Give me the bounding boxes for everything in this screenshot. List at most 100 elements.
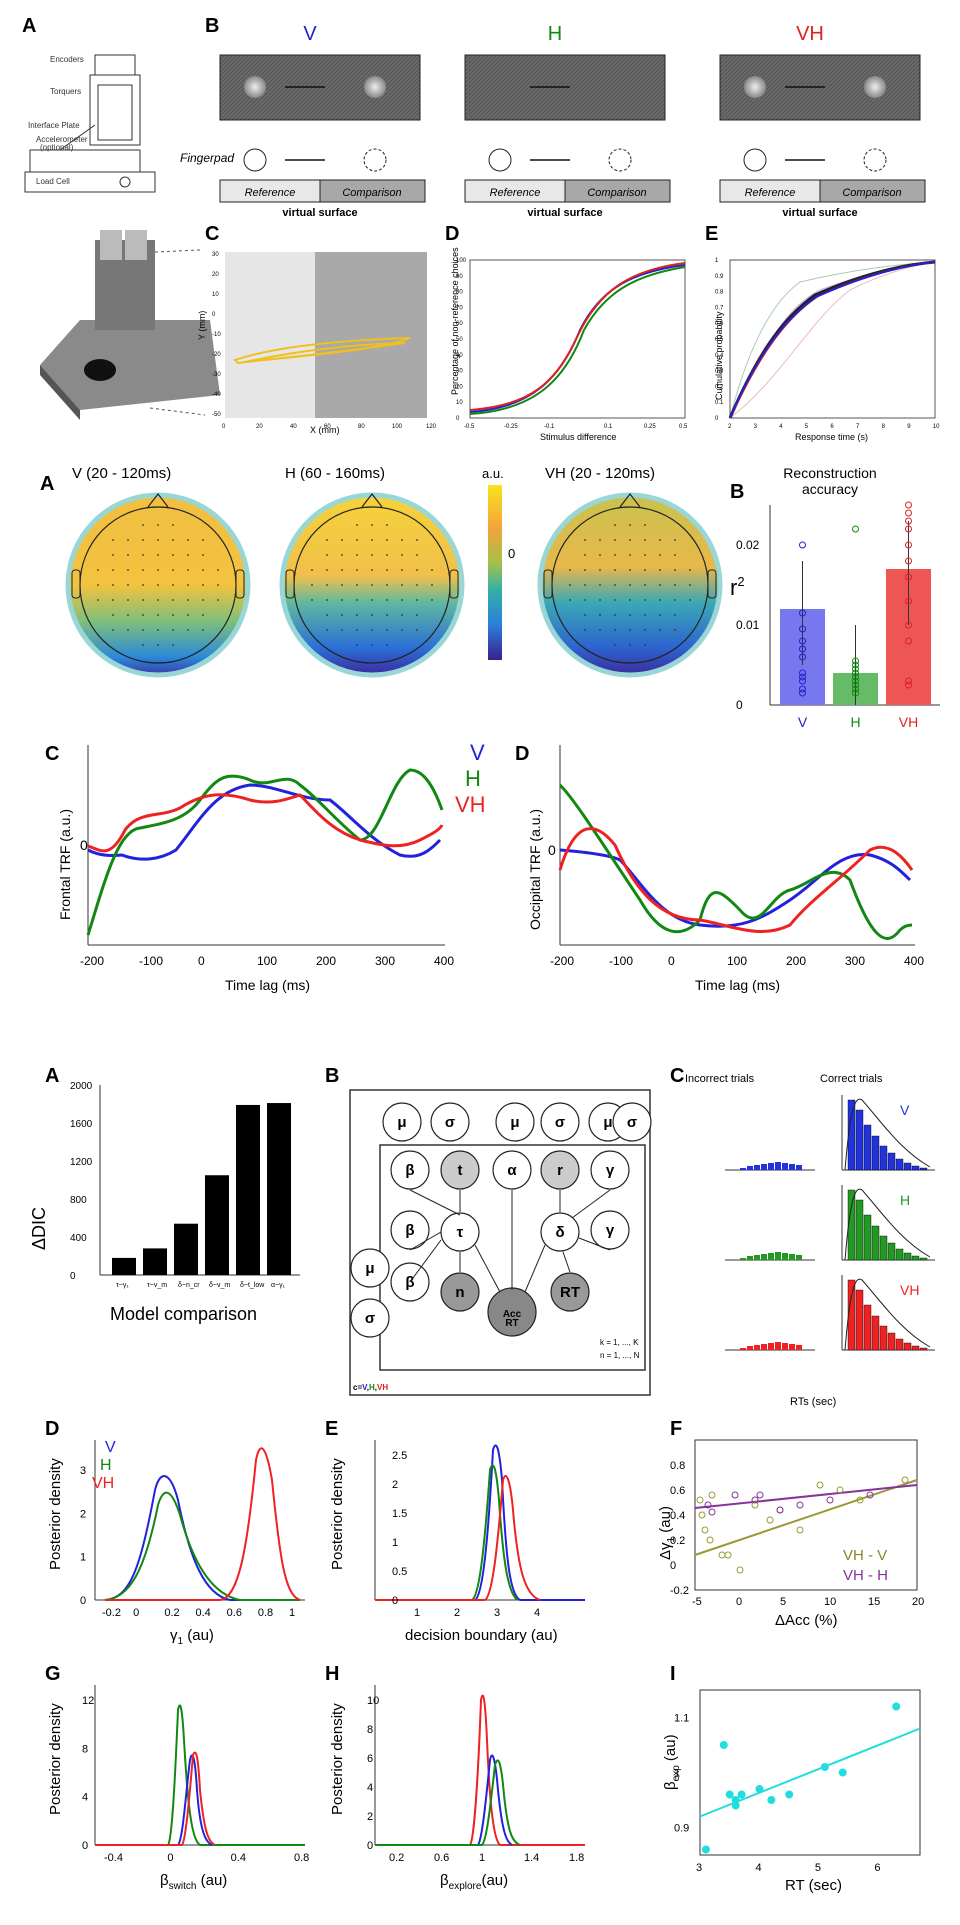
f-xtick: 5 bbox=[780, 1596, 786, 1608]
data-point bbox=[852, 689, 859, 697]
f-point-vhv bbox=[718, 1551, 726, 1559]
node-label: δ bbox=[555, 1224, 564, 1241]
model-node bbox=[440, 1272, 480, 1312]
f-ytick: 0.6 bbox=[670, 1485, 685, 1497]
i-xtick: 3 bbox=[696, 1862, 702, 1874]
node-label: σ bbox=[555, 1114, 565, 1131]
f-xtick: -5 bbox=[692, 1596, 702, 1608]
dic-xtick: δ~v_m bbox=[209, 1282, 230, 1289]
f-point-vhv bbox=[696, 1496, 704, 1504]
tick-label: -40 bbox=[212, 392, 221, 398]
comparison-label: Comparison bbox=[587, 187, 646, 199]
frontal-trf-plot: Frontal TRF (a.u.) 0 Time lag (ms) bbox=[57, 745, 445, 993]
data-point bbox=[905, 501, 912, 509]
node-label: β bbox=[405, 1274, 414, 1291]
d-legend-h: H bbox=[100, 1457, 112, 1474]
panel-label-2B: B bbox=[730, 481, 744, 503]
h-ytick: 10 bbox=[367, 1695, 379, 1707]
frontal-xlabel: Time lag (ms) bbox=[225, 977, 310, 993]
d-xtick: -0.2 bbox=[102, 1607, 121, 1619]
d-legend-v: V bbox=[105, 1439, 116, 1456]
topographic-maps bbox=[65, 492, 723, 678]
f-ytick: 0.4 bbox=[670, 1510, 685, 1522]
beta-rt-scatter: 3 4 5 6 0.9 1 1.1 bbox=[674, 1689, 921, 1874]
surface-label: virtual surface bbox=[527, 207, 602, 219]
tick-label: 0.5 bbox=[715, 337, 724, 343]
nose-icon bbox=[619, 493, 641, 508]
i-point bbox=[767, 1796, 776, 1804]
node-label: τ bbox=[457, 1224, 464, 1241]
model-node bbox=[550, 1272, 590, 1312]
reference-label: Reference bbox=[245, 187, 296, 199]
data-point bbox=[799, 669, 806, 677]
topo-head-vh bbox=[537, 492, 723, 678]
g-ytick: 12 bbox=[82, 1695, 94, 1707]
tick-label: 20 bbox=[256, 424, 263, 430]
model-node bbox=[492, 1150, 532, 1190]
occipital-xtick: 400 bbox=[904, 954, 924, 968]
dic-bar bbox=[143, 1248, 167, 1275]
dic-ytick: 0 bbox=[70, 1271, 76, 1282]
i-xtick: 5 bbox=[815, 1862, 821, 1874]
e-xtick: 1 bbox=[414, 1607, 420, 1619]
frontal-xtick: 100 bbox=[257, 954, 277, 968]
i-xtick: 4 bbox=[755, 1862, 761, 1874]
f-point-vhv bbox=[708, 1491, 716, 1499]
tick-label: 6 bbox=[830, 424, 834, 430]
occipital-xtick: -100 bbox=[609, 954, 633, 968]
colorbar-zero: 0 bbox=[508, 546, 515, 561]
colorbar-unit: a.u. bbox=[482, 466, 504, 481]
f-point-vhv bbox=[706, 1536, 714, 1544]
tick-label: 0.5 bbox=[679, 424, 688, 430]
model-node bbox=[390, 1210, 430, 1250]
tick-label: 0 bbox=[456, 416, 460, 422]
e-density-ticks: 1 2 3 4 0 0.5 1 1.5 2 2.5 bbox=[392, 1450, 540, 1619]
tick-label: 100 bbox=[392, 424, 403, 430]
d-density-xlabel: γ1 (au) bbox=[170, 1627, 214, 1647]
rt-xlabel: RTs (sec) bbox=[790, 1396, 836, 1408]
colorbar bbox=[488, 485, 502, 660]
device-drawing bbox=[24, 54, 156, 193]
tick-label: 0 bbox=[212, 312, 216, 318]
condition-panels: V Reference Comparison virtual surface H Refe… bbox=[180, 23, 926, 219]
grating-right bbox=[864, 76, 886, 98]
panel-label-1C: C bbox=[205, 223, 219, 245]
h-xtick: 0.6 bbox=[434, 1852, 449, 1864]
f-ytick: 0 bbox=[670, 1560, 676, 1572]
dic-bar bbox=[205, 1175, 229, 1275]
occipital-xlabel: Time lag (ms) bbox=[695, 977, 780, 993]
i-point bbox=[755, 1785, 764, 1793]
i-point bbox=[725, 1790, 734, 1799]
dic-xtick: τ~γ₁ bbox=[116, 1282, 129, 1289]
f-point-vhv bbox=[856, 1496, 864, 1504]
tick-label: 0.1 bbox=[715, 400, 724, 406]
e-ytick: 2.5 bbox=[392, 1450, 407, 1462]
model-node bbox=[382, 1102, 422, 1142]
data-point bbox=[799, 653, 806, 661]
figure1: A Encoders Torquers Interface Plate Acce… bbox=[22, 15, 940, 442]
f-point-vhv bbox=[766, 1516, 774, 1524]
data-point bbox=[905, 557, 912, 565]
d-ytick: 1 bbox=[80, 1552, 86, 1564]
data-point bbox=[905, 621, 912, 629]
panel-label-2A: A bbox=[40, 473, 54, 495]
tick-label: -0.5 bbox=[464, 424, 475, 430]
tick-label: 0 bbox=[222, 424, 226, 430]
dic-xtick: α~γ₁ bbox=[271, 1282, 286, 1289]
g-ytick: 0 bbox=[82, 1840, 88, 1852]
nose-icon bbox=[361, 493, 383, 508]
tick-label: 0.2 bbox=[715, 384, 724, 390]
rt-correct: Correct trials bbox=[820, 1073, 883, 1085]
tick-label: 1 bbox=[715, 258, 719, 264]
frontal-xtick: 400 bbox=[434, 954, 454, 968]
panel-label-1D: D bbox=[445, 223, 459, 245]
comparison-surface bbox=[819, 179, 926, 203]
data-point bbox=[799, 609, 806, 617]
tick-label: 3 bbox=[754, 424, 758, 430]
model-node bbox=[590, 1150, 630, 1190]
frontal-xtick: 0 bbox=[198, 954, 205, 968]
f-point-vhh bbox=[731, 1491, 739, 1499]
fingerpad-dashed bbox=[863, 148, 887, 172]
i-frame bbox=[699, 1689, 921, 1856]
g-ytick: 4 bbox=[82, 1792, 88, 1804]
